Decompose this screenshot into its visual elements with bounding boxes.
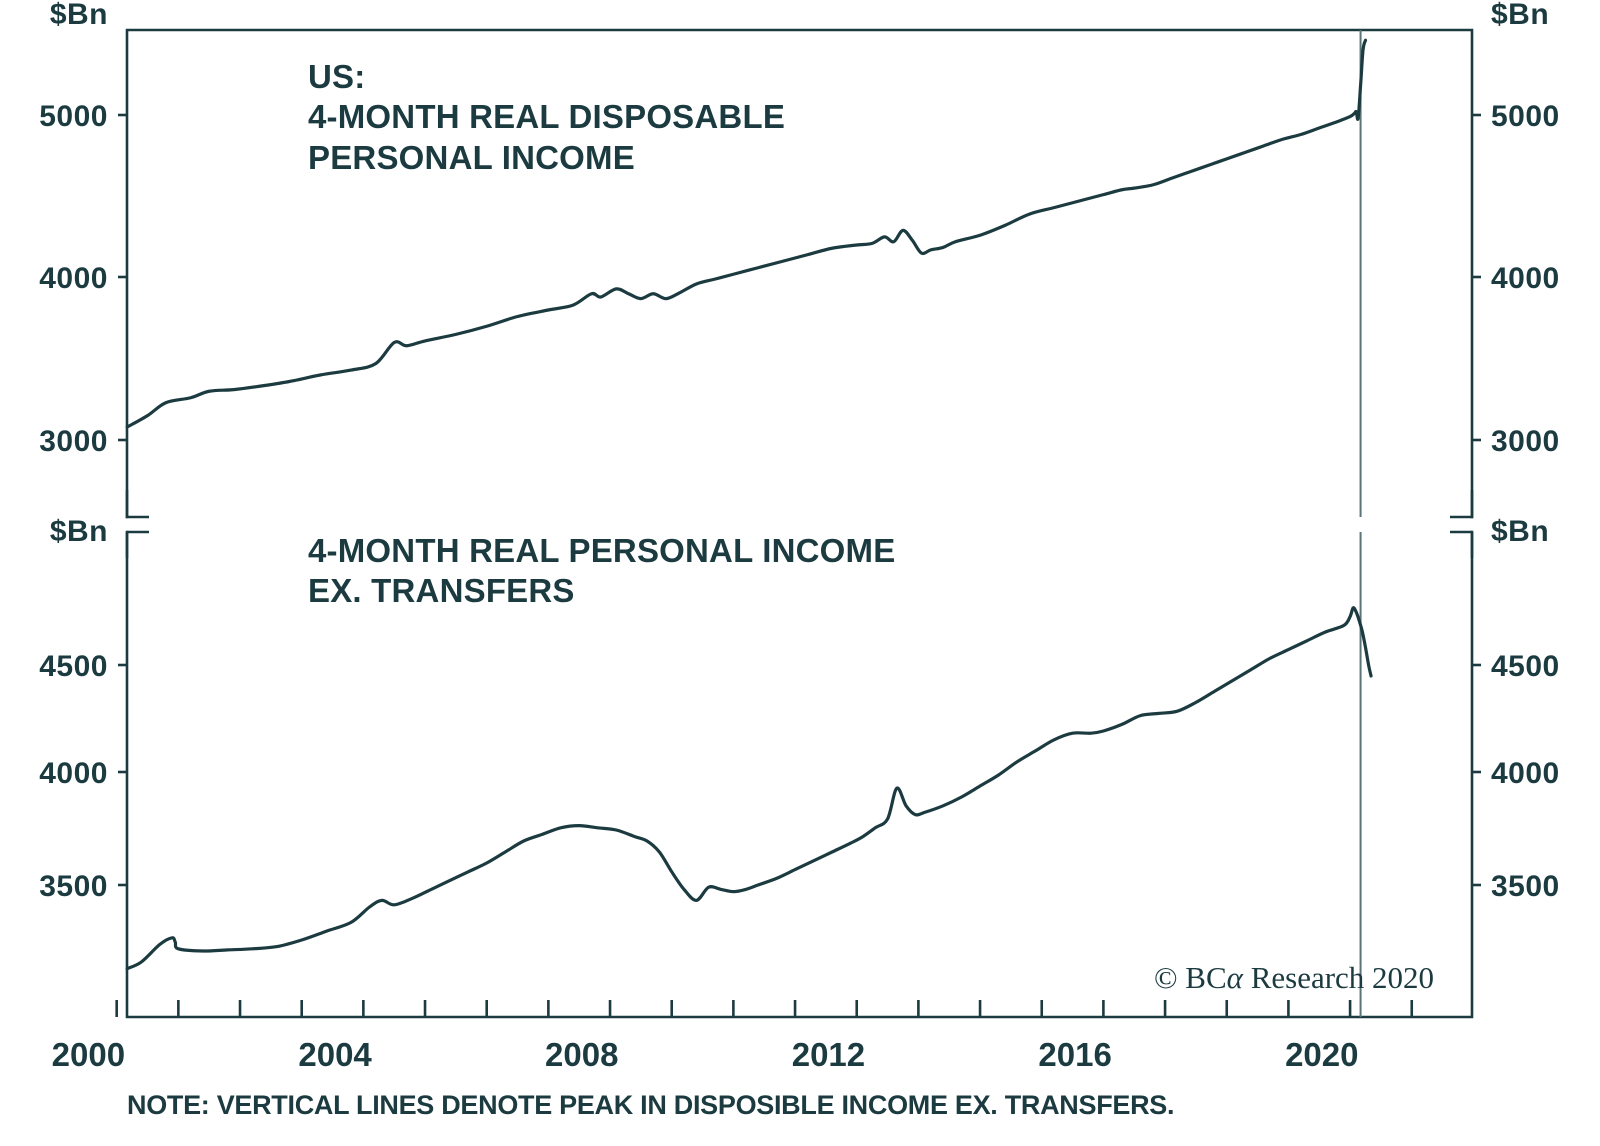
svg-text:3500: 3500 [39, 870, 108, 903]
svg-text:4-MONTH REAL DISPOSABLE: 4-MONTH REAL DISPOSABLE [308, 98, 785, 135]
svg-text:2008: 2008 [545, 1036, 618, 1073]
svg-text:4000: 4000 [1491, 262, 1560, 295]
svg-text:2020: 2020 [1285, 1036, 1358, 1073]
svg-text:NOTE: VERTICAL LINES DENOTE PE: NOTE: VERTICAL LINES DENOTE PEAK IN DISP… [127, 1090, 1174, 1120]
svg-text:2012: 2012 [792, 1036, 865, 1073]
svg-text:US:: US: [308, 58, 365, 95]
svg-text:3500: 3500 [1491, 870, 1560, 903]
svg-text:5000: 5000 [1491, 100, 1560, 133]
svg-text:$Bn: $Bn [50, 515, 108, 548]
svg-text:2004: 2004 [298, 1036, 372, 1073]
svg-text:EX. TRANSFERS: EX. TRANSFERS [308, 572, 575, 609]
svg-text:PERSONAL INCOME: PERSONAL INCOME [308, 139, 635, 176]
svg-text:4000: 4000 [39, 262, 108, 295]
svg-text:3000: 3000 [1491, 425, 1560, 458]
svg-text:5000: 5000 [39, 100, 108, 133]
svg-text:3000: 3000 [39, 425, 108, 458]
svg-text:4500: 4500 [39, 650, 108, 683]
svg-text:4-MONTH REAL PERSONAL INCOME: 4-MONTH REAL PERSONAL INCOME [308, 532, 895, 569]
svg-text:4000: 4000 [39, 757, 108, 790]
svg-text:$Bn: $Bn [50, 0, 108, 31]
svg-text:2016: 2016 [1038, 1036, 1111, 1073]
svg-text:2000: 2000 [52, 1036, 125, 1073]
svg-text:© BCα Research 2020: © BCα Research 2020 [1154, 960, 1434, 995]
svg-text:4000: 4000 [1491, 757, 1560, 790]
svg-text:4500: 4500 [1491, 650, 1560, 683]
svg-text:$Bn: $Bn [1491, 0, 1549, 31]
svg-text:$Bn: $Bn [1491, 515, 1549, 548]
